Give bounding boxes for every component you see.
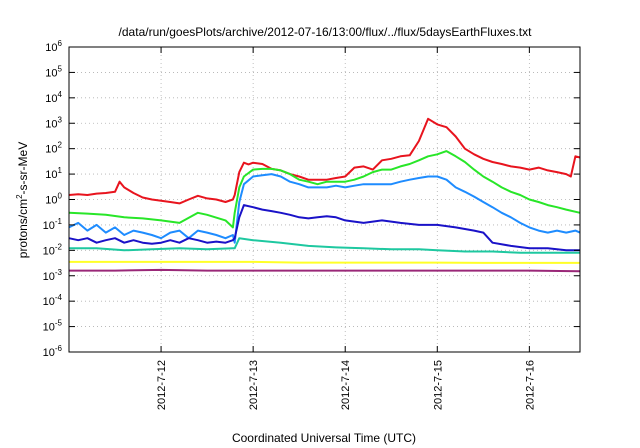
series-line-5 [69,237,580,254]
y-tick-exponent: -6 [55,344,63,353]
y-tick-base: 10 [43,245,55,257]
y-tick-base: 10 [43,296,55,308]
y-tick-label: 103 [45,115,62,130]
y-tick-base: 10 [45,169,57,181]
series-line-2 [68,150,581,229]
series-layer [68,117,581,273]
chart-title: /data/run/goesPlots/archive/2012-07-16/1… [119,25,533,39]
x-axis-ticks: 2012-7-12 2012-7-13 2012-7-14 2012-7-15 2012… [156,47,536,410]
y-tick-exponent: 5 [58,64,63,73]
y-tick-base: 10 [43,347,55,359]
x-tick-label: 2012-7-15 [432,360,444,410]
y-tick-exponent: -4 [55,293,63,302]
y-axis-label-suffix: -s-sr-MeV [16,142,30,195]
x-tick-label: 2012-7-12 [156,360,168,410]
y-tick-base: 10 [45,67,57,79]
y-tick-base: 10 [45,144,57,156]
y-tick-base: 10 [45,93,57,105]
y-tick-label: 10-3 [43,268,63,283]
y-tick-exponent: -1 [55,217,63,226]
y-tick-label: 10-2 [43,242,63,257]
y-tick-exponent: 4 [58,90,63,99]
y-tick-base: 10 [45,42,57,54]
series-line-3 [68,173,581,244]
x-tick-label: 2012-7-14 [340,360,352,410]
series-line-7 [69,268,581,273]
x-tick-label: 2012-7-16 [524,360,536,410]
y-tick-label: 10-1 [43,217,63,232]
y-tick-exponent: 0 [58,192,63,201]
y-tick-base: 10 [45,195,57,207]
grid-lines [69,46,580,353]
y-tick-exponent: -2 [55,242,63,251]
series-line-6 [69,260,580,264]
y-tick-label: 100 [45,192,62,207]
y-tick-label: 10-5 [43,319,63,334]
y-axis-ticks: 10-610-510-410-310-210-11001011021031041… [43,39,580,359]
series-line-1 [68,117,581,205]
y-tick-exponent: 2 [58,141,63,150]
y-tick-label: 10-6 [43,344,63,359]
y-tick-label: 106 [45,39,62,54]
y-tick-label: 102 [45,141,62,156]
y-axis-label-superscript: 2 [15,194,24,199]
y-axis-label-prefix: protons/cm [16,199,30,258]
y-tick-label: 104 [45,90,62,105]
y-axis-label: protons/cm2-s-sr-MeV [15,142,30,258]
x-tick-label: 2012-7-13 [248,360,260,410]
y-tick-base: 10 [43,322,55,334]
x-axis-label: Coordinated Universal Time (UTC) [232,431,416,445]
y-tick-exponent: 1 [58,166,63,175]
y-tick-exponent: 3 [58,115,63,124]
y-tick-label: 10-4 [43,293,63,308]
y-tick-label: 101 [45,166,62,181]
series-line-4 [68,204,580,252]
y-tick-exponent: -3 [55,268,63,277]
y-tick-exponent: -5 [55,319,63,328]
y-tick-base: 10 [45,118,57,130]
y-tick-exponent: 6 [58,39,63,48]
y-tick-base: 10 [43,271,55,283]
y-tick-label: 105 [45,64,62,79]
y-tick-base: 10 [43,220,55,232]
